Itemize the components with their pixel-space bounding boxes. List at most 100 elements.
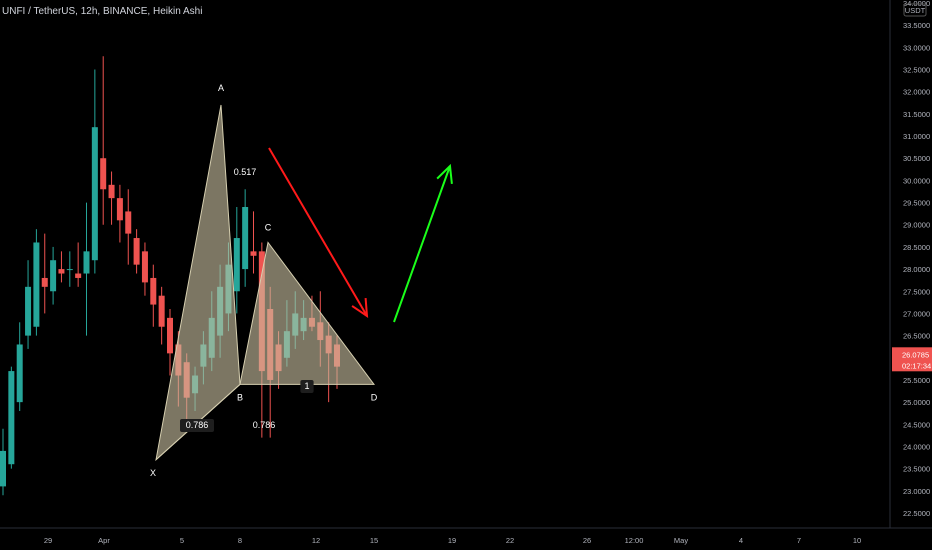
candle [150,264,157,327]
price-tick: 29.5000 [903,199,930,208]
pattern-point-c: C [265,222,272,232]
candle [83,202,90,336]
bullish-arrow-head [436,163,453,185]
current-price-value: 26.0785 [902,350,929,359]
candle [100,56,107,225]
ratio-xb: 0.786 [180,419,214,432]
ratio-ac-text: 0.786 [253,420,276,430]
candle [66,251,73,287]
current-price-bg [892,347,932,372]
time-tick: 5 [180,536,184,545]
candle [8,366,15,469]
ratio-xab: 0.517 [234,167,257,177]
candle-body [116,198,123,221]
ratio-ac: 0.786 [253,420,276,430]
time-tick: 15 [370,536,378,545]
time-tick: 8 [238,536,242,545]
bullish-arrow-shaft [393,165,451,323]
pattern-triangle-xab[interactable] [155,104,241,462]
price-tick: 23.5000 [903,465,930,474]
ratio-bd: 1 [300,380,314,393]
ratio-xb-bg [180,419,214,432]
candle-body [75,273,82,278]
time-tick: 26 [583,536,591,545]
time-tick: 7 [797,536,801,545]
candle [158,286,165,345]
candle [50,246,57,305]
current-price-badge[interactable]: 26.0785 02:17:34 [892,347,932,372]
candle [108,171,115,225]
time-tick: 29 [44,536,52,545]
ratio-bd-text: 1 [304,381,309,391]
price-tick: 26.5000 [903,332,930,341]
price-tick: 27.0000 [903,309,930,318]
price-axis[interactable]: 34.000033.500033.000032.500032.000031.50… [892,0,932,518]
price-tick: 22.5000 [903,509,930,518]
candle [116,184,123,243]
candle [233,207,240,314]
candle-body [150,277,157,305]
candle [75,242,82,287]
candle-body [167,317,173,354]
pattern-point-d: D [371,392,378,402]
price-tick: 24.5000 [903,420,930,429]
candle-body [33,242,40,327]
pattern-point-x: X [150,468,156,478]
chart-title: UNFI / TetherUS, 12h, BINANCE, Heikin As… [2,6,203,17]
candle [33,229,40,336]
price-tick: 29.0000 [903,221,930,230]
time-tick: 19 [448,536,456,545]
candle-body [91,127,98,261]
candle [58,251,65,283]
candle-body [66,269,73,271]
price-tick: 23.0000 [903,487,930,496]
candle-body [158,295,165,327]
candle-body [133,238,140,265]
candle [250,211,257,274]
candle-body [25,286,32,336]
price-tick: 32.5000 [903,66,930,75]
time-tick: May [674,536,688,545]
harmonic-pattern[interactable]: X A B C D 0.517 0.786 0.786 1 [150,83,378,478]
time-tick: Apr [98,536,110,545]
candle-body [83,251,90,274]
bearish-arrow[interactable] [268,147,369,318]
price-tick: 30.5000 [903,154,930,163]
time-tick: 22 [506,536,514,545]
ratio-xb-text: 0.786 [186,420,209,430]
pattern-point-b: B [237,392,243,402]
time-tick: 12:00 [625,536,644,545]
candle-body [141,251,148,283]
candle [133,229,140,274]
candle-body [0,450,6,487]
bullish-arrow[interactable] [393,163,453,323]
price-tick: 33.0000 [903,43,930,52]
candle-body [108,184,115,199]
candle [125,189,132,265]
time-tick: 10 [853,536,861,545]
candle [16,322,23,411]
candle [91,69,98,274]
candle [141,242,148,296]
time-tick: 4 [739,536,743,545]
price-tick: 24.0000 [903,442,930,451]
price-countdown: 02:17:34 [902,361,931,370]
bearish-arrow-shaft [268,147,368,317]
time-tick: 12 [312,536,320,545]
candle [167,309,173,376]
time-axis[interactable]: 29 Apr 5 8 12 15 19 22 26 12:00 May 4 7 10 [44,536,861,545]
price-tick: 30.0000 [903,176,930,185]
candle-body [125,211,132,234]
price-tick: 32.0000 [903,88,930,97]
price-tick: 28.0000 [903,265,930,274]
ratio-xab-text: 0.517 [234,167,257,177]
forecast-arrows[interactable] [268,147,453,323]
candle-body [41,277,48,287]
candle-body [16,344,23,403]
candle-body [233,238,240,292]
candle-body [250,251,257,256]
candle-body [100,158,107,190]
currency-label[interactable]: USDT [903,3,927,17]
price-tick: 28.5000 [903,243,930,252]
